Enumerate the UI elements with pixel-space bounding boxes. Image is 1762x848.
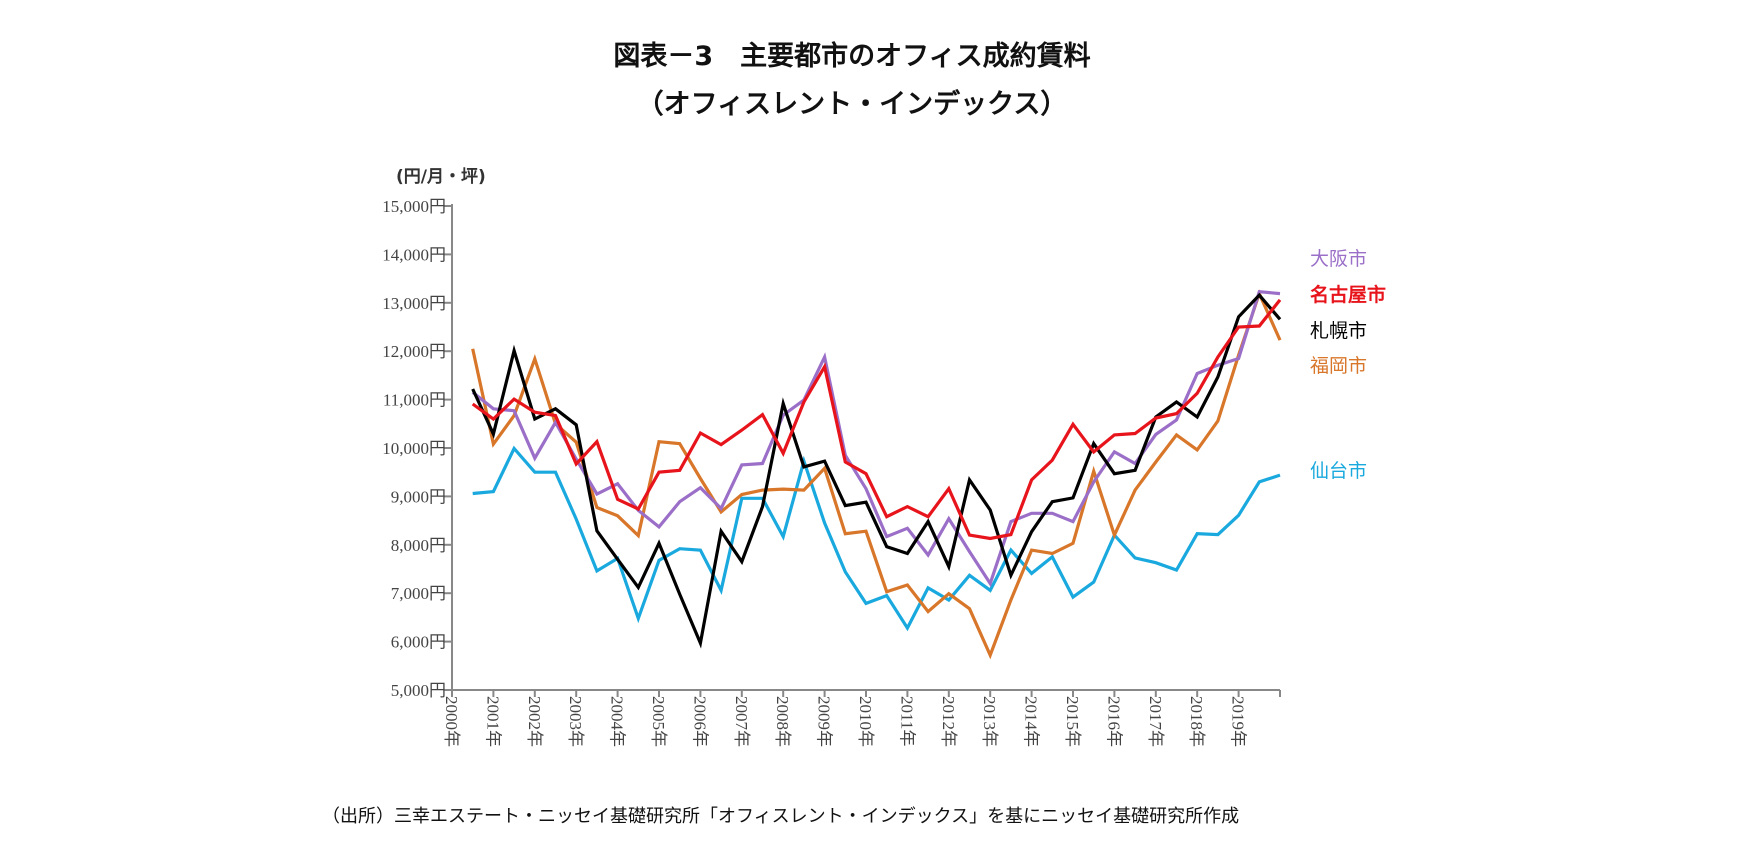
x-tick-label: 2004年 [608,696,627,747]
legend-label-sapporo: 札幌市 [1310,320,1368,342]
series-line-4 [472,445,1281,632]
chart-subtitle: （オフィスレント・インデックス） [636,89,1068,120]
x-tick-label: 2012年 [939,696,958,747]
y-tick-label: 11,000円 [383,391,446,410]
x-tick-label: 2010年 [856,696,875,747]
x-tick-label: 2000年 [442,696,461,747]
y-tick-label: 5,000円 [391,681,446,700]
x-tick-label: 2006年 [690,696,709,747]
x-tick-label: 2015年 [1063,696,1082,747]
x-tick-label: 2002年 [525,696,544,747]
x-tick-label: 2018年 [1187,696,1206,747]
legend-label-osaka: 大阪市 [1310,248,1368,270]
legend-label-nagoya: 名古屋市 [1310,284,1387,306]
y-tick-label: 7,000円 [391,584,446,603]
x-tick-label: 2013年 [980,696,999,747]
x-tick-label: 2007年 [732,696,751,747]
y-axis-unit-label: (円/月・坪) [396,167,486,187]
y-tick-label: 10,000円 [382,439,446,458]
y-tick-label: 8,000円 [391,536,446,555]
y-tick-label: 13,000円 [382,294,446,313]
legend-label-fukuoka: 福岡市 [1310,355,1368,377]
x-tick-label: 2014年 [1022,696,1041,747]
series-line-2 [471,292,1282,649]
x-tick-label: 2005年 [649,696,668,747]
x-tick-label: 2009年 [815,696,834,747]
legend-label-sendai: 仙台市 [1310,460,1368,482]
y-tick-label: 6,000円 [391,633,446,652]
x-tick-label: 2011年 [897,696,916,746]
x-tick-label: 2017年 [1146,696,1165,747]
x-tick-label: 2019年 [1229,696,1248,747]
y-tick-label: 14,000円 [382,245,446,264]
series-line-0 [471,289,1281,588]
y-tick-label: 9,000円 [391,487,446,506]
x-tick-label: 2008年 [773,696,792,747]
y-tick-label: 15,000円 [382,197,446,216]
x-tick-label: 2003年 [566,696,585,747]
x-tick-label: 2001年 [483,696,502,747]
chart-title: 図表－3 主要都市のオフィス成約賃料 [613,41,1091,72]
source-note: （出所）三幸エステート・ニッセイ基礎研究所「オフィスレント・インデックス」を基に… [322,806,1240,827]
series-line-1 [471,298,1282,541]
y-tick-label: 12,000円 [382,342,446,361]
series-line-3 [471,289,1282,660]
x-tick-label: 2016年 [1104,696,1123,747]
